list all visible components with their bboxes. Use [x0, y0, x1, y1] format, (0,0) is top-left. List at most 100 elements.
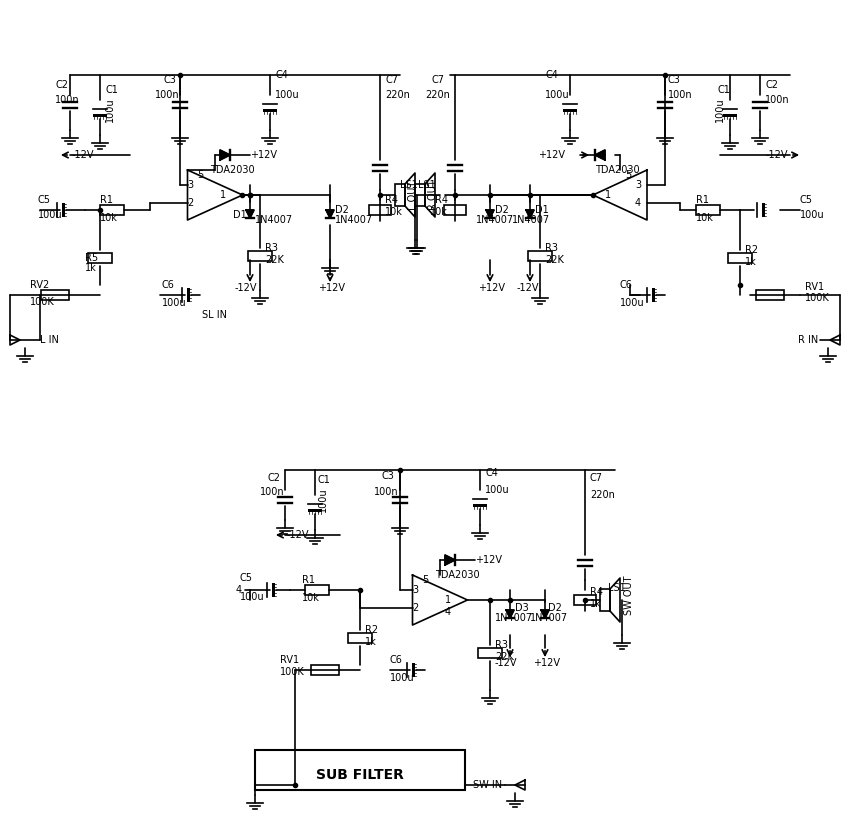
- Text: +12V: +12V: [475, 555, 502, 565]
- Text: 100n: 100n: [155, 90, 180, 100]
- Bar: [473, 504, 487, 507]
- Text: C1: C1: [718, 85, 731, 95]
- Text: C5: C5: [240, 573, 253, 583]
- Bar: [756, 290, 784, 300]
- Text: 1N4007: 1N4007: [512, 215, 550, 225]
- Text: R OUT: R OUT: [428, 180, 438, 210]
- Text: D3: D3: [515, 603, 528, 613]
- Text: TDA2030: TDA2030: [210, 165, 254, 175]
- Bar: [762, 203, 765, 217]
- Text: C7: C7: [385, 75, 398, 85]
- Text: 10k: 10k: [385, 207, 403, 217]
- Bar: [62, 203, 65, 217]
- Text: D2: D2: [548, 603, 562, 613]
- Text: 1N4007: 1N4007: [255, 215, 293, 225]
- Text: D2: D2: [495, 205, 509, 215]
- Text: 22K: 22K: [265, 255, 284, 265]
- Text: D2: D2: [335, 205, 349, 215]
- Text: RV1: RV1: [280, 655, 299, 665]
- Text: R1: R1: [302, 575, 315, 585]
- Text: -12V: -12V: [517, 283, 540, 293]
- Text: RV1: RV1: [805, 282, 824, 292]
- Text: LS1: LS1: [400, 180, 418, 190]
- Text: D1: D1: [535, 205, 549, 215]
- Text: R IN: R IN: [797, 335, 818, 345]
- Text: 100u: 100u: [715, 98, 725, 122]
- Text: 1: 1: [605, 190, 611, 200]
- Text: C4: C4: [545, 70, 558, 80]
- Text: TDA2030: TDA2030: [595, 165, 640, 175]
- Bar: [369, 205, 391, 215]
- Text: 10k: 10k: [302, 593, 320, 603]
- Text: C2: C2: [765, 80, 778, 90]
- Bar: [348, 633, 372, 643]
- Text: SW IN: SW IN: [473, 780, 502, 790]
- Text: 4: 4: [236, 585, 243, 595]
- Bar: [263, 109, 277, 112]
- Text: -12V: -12V: [235, 283, 258, 293]
- Text: R3: R3: [495, 640, 508, 650]
- Text: C3: C3: [668, 75, 681, 85]
- Bar: [696, 205, 720, 215]
- Text: 100n: 100n: [374, 487, 398, 497]
- Text: C2: C2: [55, 80, 68, 90]
- Text: +12V: +12V: [533, 658, 560, 668]
- Text: 100u: 100u: [240, 592, 265, 602]
- Text: 100K: 100K: [30, 297, 54, 307]
- Bar: [187, 288, 190, 302]
- Text: 1N4007: 1N4007: [476, 215, 514, 225]
- Bar: [255, 750, 465, 790]
- Bar: [574, 595, 596, 605]
- Text: C4: C4: [275, 70, 288, 80]
- Bar: [248, 251, 272, 261]
- Text: C3: C3: [382, 471, 395, 481]
- Bar: [600, 589, 610, 611]
- Text: SUB FILTER: SUB FILTER: [316, 768, 404, 782]
- Text: 10k: 10k: [430, 207, 448, 217]
- Text: LS1: LS1: [418, 180, 436, 190]
- Bar: [41, 290, 69, 300]
- Text: 100u: 100u: [105, 98, 115, 122]
- Text: 10k: 10k: [100, 213, 118, 223]
- Text: LS1: LS1: [608, 583, 625, 593]
- Text: L IN: L IN: [40, 335, 59, 345]
- Text: C7: C7: [590, 473, 603, 483]
- Text: R3: R3: [545, 243, 558, 253]
- Bar: [415, 184, 425, 206]
- Text: C3: C3: [163, 75, 176, 85]
- Bar: [88, 253, 112, 263]
- Text: 5: 5: [625, 170, 631, 180]
- Text: 100u: 100u: [38, 210, 63, 220]
- Text: C6: C6: [390, 655, 403, 665]
- Text: C1: C1: [318, 475, 331, 485]
- Text: 100u: 100u: [800, 210, 825, 220]
- Text: 100n: 100n: [765, 95, 790, 105]
- Text: C5: C5: [800, 195, 813, 205]
- Text: 1k: 1k: [590, 599, 602, 609]
- Text: +12V: +12V: [478, 283, 505, 293]
- Text: 100n: 100n: [260, 487, 284, 497]
- Bar: [728, 253, 752, 263]
- Text: 4: 4: [635, 198, 641, 208]
- Text: RV2: RV2: [30, 280, 49, 290]
- Bar: [308, 509, 322, 512]
- Text: 1N4007: 1N4007: [530, 613, 568, 623]
- Polygon shape: [526, 210, 534, 218]
- Text: 1k: 1k: [365, 637, 377, 647]
- Text: +12V: +12V: [318, 283, 345, 293]
- Text: 1k: 1k: [85, 263, 97, 273]
- Polygon shape: [595, 150, 605, 160]
- Text: 100u: 100u: [275, 90, 300, 100]
- Text: 100n: 100n: [668, 90, 693, 100]
- Text: R1: R1: [696, 195, 709, 205]
- Text: C5: C5: [38, 195, 51, 205]
- Text: SL IN: SL IN: [203, 310, 227, 320]
- Text: 100u: 100u: [390, 673, 414, 683]
- Text: SW OUT: SW OUT: [624, 576, 634, 615]
- Text: 22K: 22K: [545, 255, 564, 265]
- Text: 220n: 220n: [590, 490, 615, 500]
- Text: 100u: 100u: [318, 488, 328, 512]
- Bar: [563, 109, 577, 112]
- Bar: [478, 648, 502, 658]
- Text: C2: C2: [268, 473, 281, 483]
